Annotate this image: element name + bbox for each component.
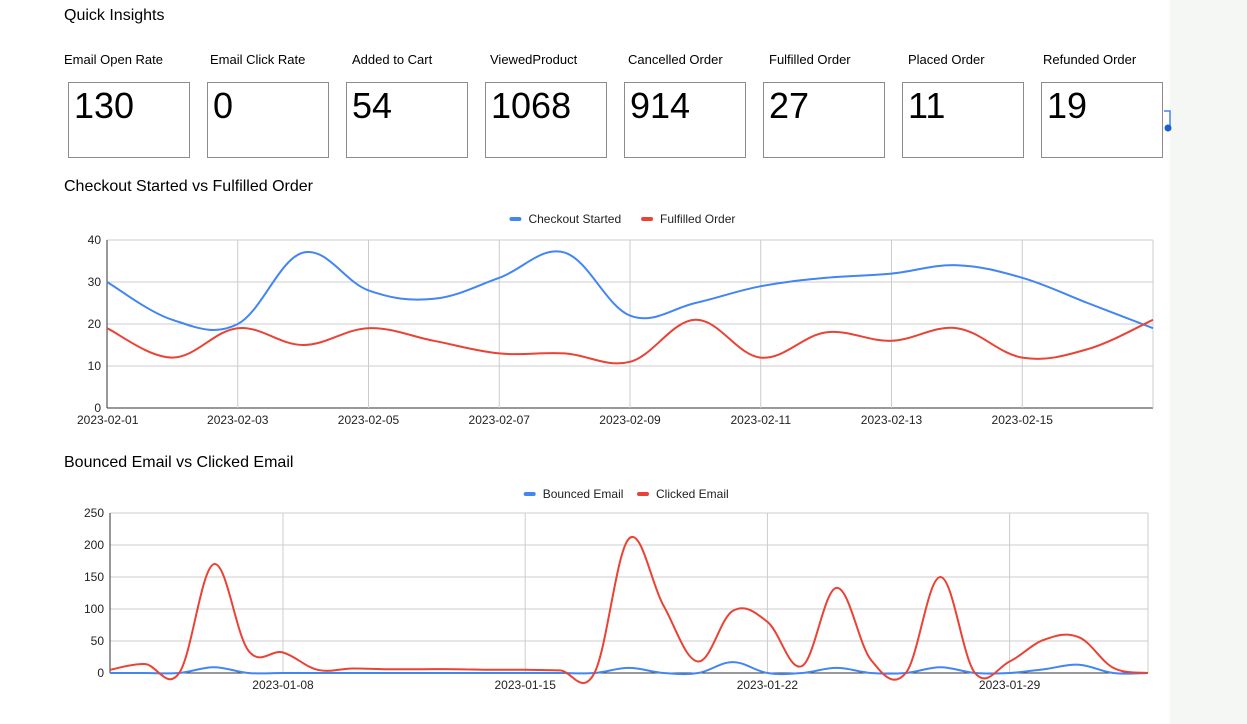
chart-legend: Bounced Email Clicked Email [523,487,729,501]
kpi-value: 130 [74,85,135,126]
kpi-label: Refunded Order [1043,52,1137,67]
y-tick-label: 100 [84,602,104,616]
kpi-card-placed-order: Placed Order 11 [902,52,1032,158]
kpi-card-email-click-rate: Email Click Rate 0 [207,52,334,158]
y-tick-label: 200 [84,538,104,552]
y-tick-label: 0 [97,666,104,680]
kpi-value: 914 [630,85,691,126]
x-tick-label: 2023-01-29 [979,678,1041,692]
page-title: Quick Insights [64,7,165,24]
kpi-label: Email Click Rate [210,52,306,67]
x-tick-label: 2023-01-08 [252,678,314,692]
kpi-scorecard[interactable]: 914 [624,82,746,158]
y-tick-label: 10 [88,359,102,373]
kpi-value: 19 [1047,85,1088,126]
legend-swatch [641,217,654,221]
y-tick-label: 0 [94,401,101,415]
series-line-checkout-started[interactable] [106,250,1154,331]
right-side-panel [1170,0,1247,724]
x-tick-label: 2023-02-03 [207,413,269,427]
y-tick-label: 250 [84,506,104,520]
x-tick-label: 2023-01-22 [737,678,799,692]
legend-label: Clicked Email [656,487,729,501]
series-line-bounced-email[interactable] [110,661,1149,676]
kpi-value: 1068 [491,85,572,126]
legend-swatch [509,217,522,221]
x-tick-label: 2023-02-09 [599,413,661,427]
kpi-value: 0 [213,85,234,126]
y-tick-label: 50 [91,634,105,648]
y-tick-label: 30 [88,275,102,289]
series-line-fulfilled-order[interactable] [106,318,1154,365]
kpi-scorecard[interactable]: 11 [902,82,1024,158]
x-tick-label: 2023-02-01 [77,413,139,427]
kpi-card-email-open-rate: Email Open Rate 130 [64,52,190,158]
x-tick-label: 2023-02-15 [992,413,1054,427]
legend-swatch [523,492,536,496]
kpi-scorecard[interactable]: 54 [346,82,468,158]
kpi-label: Placed Order [908,52,985,67]
legend-label: Checkout Started [528,212,621,226]
legend-swatch [637,492,649,496]
x-tick-label: 2023-02-05 [338,413,400,427]
kpi-label: Cancelled Order [628,52,723,67]
kpi-scorecard[interactable]: 0 [207,82,329,158]
legend-label: Fulfilled Order [660,212,735,226]
kpi-value: 11 [908,85,946,126]
chart-legend: Checkout Started Fulfilled Order [509,212,735,226]
y-tick-label: 150 [84,570,104,584]
x-tick-label: 2023-02-13 [861,413,923,427]
x-tick-label: 2023-02-11 [731,413,792,427]
kpi-label: ViewedProduct [490,52,578,67]
kpi-card-cancelled-order: Cancelled Order 914 [624,52,752,158]
x-tick-label: 2023-01-15 [495,678,557,692]
kpi-scorecard[interactable]: 1068 [485,82,607,158]
chart-title-checkout-vs-fulfilled: Checkout Started vs Fulfilled Order [64,178,313,195]
x-tick-label: 2023-02-07 [469,413,531,427]
chart-title-bounced-vs-clicked: Bounced Email vs Clicked Email [64,454,294,471]
kpi-card-fulfilled-order: Fulfilled Order 27 [763,52,893,158]
kpi-card-added-to-cart: Added to Cart 54 [346,52,476,158]
legend-label: Bounced Email [543,487,624,501]
y-tick-label: 40 [88,233,102,247]
kpi-label: Email Open Rate [64,52,163,67]
kpi-value: 27 [769,85,810,126]
kpi-scorecard[interactable]: 19 [1041,82,1163,158]
kpi-scorecard[interactable]: 130 [68,82,190,158]
kpi-label: Added to Cart [352,52,433,67]
kpi-scorecard[interactable]: 27 [763,82,885,158]
kpi-card-viewed-product: ViewedProduct 1068 [485,52,614,158]
line-chart-checkout-vs-fulfilled[interactable]: Checkout Started Fulfilled Order 0 10 20 30 40… [0,200,1170,440]
kpi-value: 54 [352,85,393,126]
series-line-clicked-email[interactable] [109,535,1149,684]
kpi-label: Fulfilled Order [769,52,851,67]
resize-handle-icon[interactable] [1164,110,1172,132]
line-chart-bounced-vs-clicked[interactable]: Bounced Email Clicked Email 0 50 100 150 200 25… [0,476,1170,706]
kpi-card-refunded-order: Refunded Order 19 [1041,52,1167,158]
y-tick-label: 20 [88,317,102,331]
